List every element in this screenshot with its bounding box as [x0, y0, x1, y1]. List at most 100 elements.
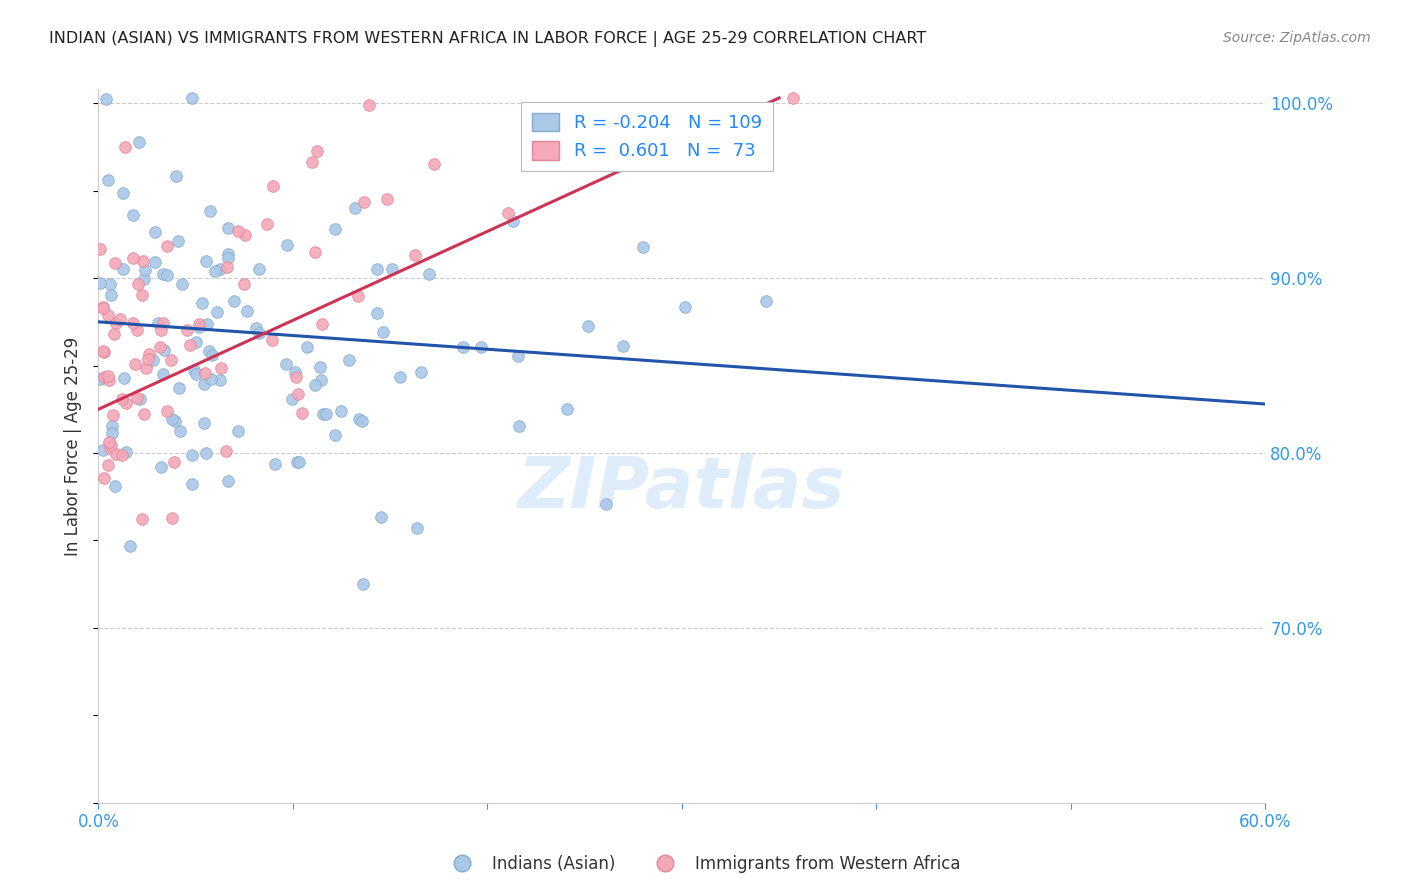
Point [127, 392, 149, 406]
Point [149, 459, 172, 474]
Point [315, 407, 337, 421]
Point [101, 408, 124, 422]
Point [673, 300, 696, 314]
Point [782, 91, 804, 105]
Point [97, 309, 120, 323]
Text: ZIPatlas: ZIPatlas [519, 454, 845, 524]
Point [204, 263, 226, 277]
Point [183, 363, 205, 377]
Text: Source: ZipAtlas.com: Source: ZipAtlas.com [1223, 31, 1371, 45]
Point [233, 227, 256, 242]
Point [115, 445, 138, 459]
Point [343, 201, 366, 215]
Point [381, 261, 404, 276]
Point [121, 316, 143, 330]
Point [287, 455, 309, 469]
Point [226, 425, 249, 439]
Point [142, 352, 165, 367]
Point [274, 357, 297, 371]
Point [311, 317, 333, 331]
Point [370, 509, 392, 524]
Y-axis label: In Labor Force | Age 25-29: In Labor Force | Age 25-29 [65, 336, 83, 556]
Point [217, 247, 239, 261]
Point [89, 372, 111, 386]
Point [262, 333, 284, 347]
Point [209, 360, 232, 375]
Point [366, 262, 388, 277]
Point [330, 404, 353, 418]
Point [404, 248, 426, 262]
Point [347, 288, 370, 302]
Point [138, 347, 160, 361]
Point [263, 457, 285, 471]
Point [195, 318, 218, 332]
Point [149, 340, 172, 354]
Point [146, 317, 169, 331]
Point [496, 206, 519, 220]
Point [120, 540, 142, 554]
Point [201, 348, 224, 362]
Point [209, 262, 232, 277]
Point [576, 318, 599, 333]
Point [91, 442, 114, 457]
Point [91, 300, 114, 314]
Point [184, 367, 207, 381]
Point [352, 414, 374, 428]
Point [631, 239, 654, 253]
Point [91, 301, 114, 315]
Point [181, 448, 204, 462]
Point [217, 221, 239, 235]
Point [305, 145, 328, 159]
Point [325, 221, 347, 235]
Point [508, 419, 530, 434]
Point [169, 381, 191, 395]
Point [156, 403, 179, 417]
Point [247, 326, 270, 340]
Point [101, 419, 124, 434]
Point [187, 317, 209, 331]
Point [373, 325, 395, 339]
Point [169, 425, 191, 439]
Point [502, 213, 524, 227]
Legend: Indians (Asian), Immigrants from Western Africa: Indians (Asian), Immigrants from Western… [439, 848, 967, 880]
Point [98, 277, 121, 291]
Point [418, 267, 440, 281]
Point [122, 208, 145, 222]
Point [222, 294, 245, 309]
Point [288, 455, 311, 469]
Point [100, 442, 122, 456]
Point [232, 277, 254, 291]
Point [100, 425, 122, 440]
Point [276, 237, 298, 252]
Point [312, 407, 335, 421]
Point [112, 371, 135, 385]
Point [93, 344, 115, 359]
Point [97, 173, 120, 187]
Point [98, 435, 121, 450]
Legend: R = -0.204   N = 109, R =  0.601   N =  73: R = -0.204 N = 109, R = 0.601 N = 73 [522, 102, 772, 171]
Point [193, 416, 215, 430]
Point [284, 366, 307, 380]
Point [366, 306, 388, 320]
Point [357, 98, 380, 112]
Point [295, 340, 318, 354]
Point [134, 263, 156, 277]
Point [108, 312, 131, 326]
Point [152, 316, 174, 330]
Point [127, 277, 149, 291]
Point [111, 392, 134, 406]
Point [91, 343, 114, 358]
Point [181, 477, 204, 491]
Point [110, 448, 132, 462]
Point [195, 254, 218, 268]
Point [104, 316, 127, 330]
Point [100, 287, 122, 301]
Point [143, 255, 166, 269]
Point [217, 474, 239, 488]
Point [172, 277, 194, 292]
Point [97, 368, 120, 383]
Point [188, 319, 211, 334]
Point [156, 268, 179, 283]
Point [94, 92, 117, 106]
Point [125, 323, 148, 337]
